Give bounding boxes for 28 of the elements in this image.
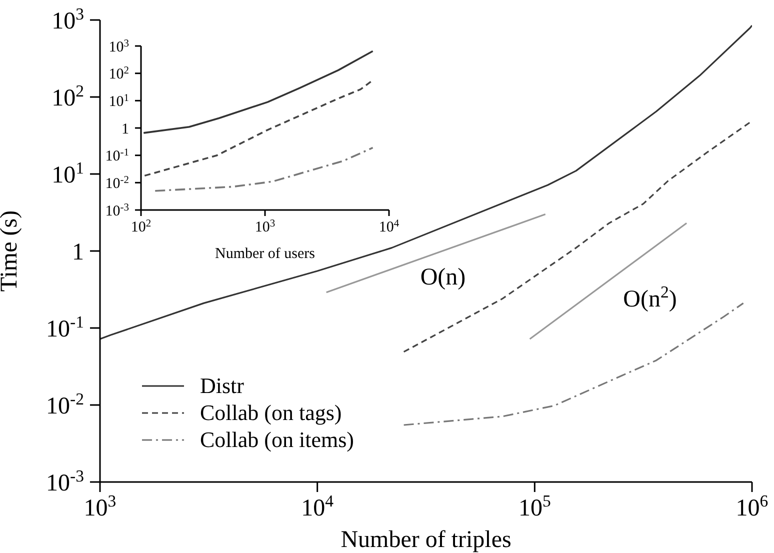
y-tick-label: 10$^{-1}$ bbox=[105, 147, 129, 165]
annotation: O(n$^{2}$) bbox=[623, 282, 677, 312]
y-tick-label: 10$^{-3}$ bbox=[46, 466, 84, 496]
y-axis-title: Time (s) bbox=[0, 210, 23, 292]
y-tick-label: 10$^{2}$ bbox=[52, 80, 84, 112]
x-tick-label: 10$^{6}$ bbox=[736, 491, 768, 522]
y-tick-label: 10$^{2}$ bbox=[108, 65, 129, 83]
x-tick-label: 10$^{4}$ bbox=[378, 218, 400, 236]
y-tick-label: 10$^{-1}$ bbox=[46, 312, 84, 342]
x-axis-title: Number of users bbox=[215, 246, 316, 262]
legend-label: Collab (on tags) bbox=[200, 400, 342, 426]
legend-label: Distr bbox=[200, 372, 244, 398]
x-tick-label: 10$^{4}$ bbox=[301, 491, 334, 522]
x-tick-label: 10$^{5}$ bbox=[518, 491, 551, 522]
y-tick-label: 10$^{1}$ bbox=[52, 158, 84, 188]
annotation: O(n) bbox=[420, 264, 466, 290]
y-tick-label: 10$^{-2}$ bbox=[105, 174, 129, 192]
x-tick-label: 10$^{3}$ bbox=[254, 218, 276, 236]
y-tick-label: 1 bbox=[122, 121, 129, 138]
y-tick-label: 1 bbox=[72, 239, 84, 266]
y-tick-label: 10$^{-2}$ bbox=[46, 388, 84, 420]
y-tick-label: 10$^{3}$ bbox=[52, 4, 84, 34]
x-tick-label: 10$^{2}$ bbox=[130, 218, 152, 236]
y-tick-label: 10$^{3}$ bbox=[108, 38, 129, 56]
legend-label: Collab (on items) bbox=[200, 426, 354, 452]
y-tick-label: 10$^{1}$ bbox=[108, 92, 129, 110]
x-axis-title: Number of triples bbox=[340, 527, 512, 553]
y-tick-label: 10$^{-3}$ bbox=[105, 202, 129, 220]
